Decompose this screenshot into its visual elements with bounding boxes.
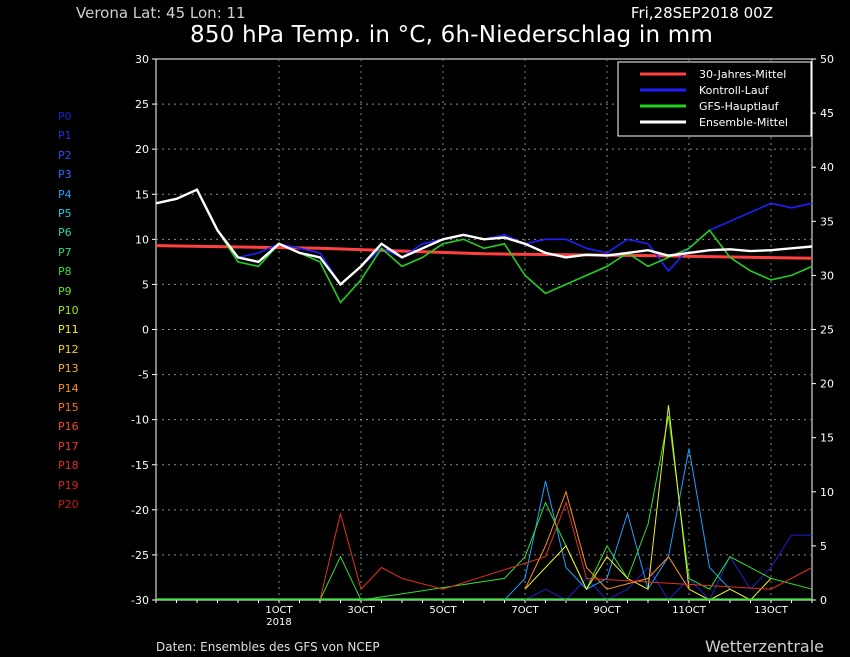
tick-label-temp: -15 (131, 459, 149, 472)
tick-label-temp: -25 (131, 549, 149, 562)
tick-label-temp: -30 (131, 594, 149, 607)
tick-label-temp: 0 (142, 324, 149, 337)
tick-label-precip: 0 (820, 594, 827, 607)
member-label-p3: P3 (58, 168, 72, 182)
member-label-p13: P13 (58, 362, 79, 376)
precip-line-p8 (319, 416, 813, 601)
tick-label-precip: 35 (820, 215, 834, 228)
precip-line-p0 (524, 534, 812, 601)
precip-line-p18 (319, 500, 813, 601)
plot-frame (155, 58, 813, 601)
x-tick-label: 3OCT (347, 605, 375, 616)
precip-line-p14 (524, 490, 690, 590)
data-source-label: Daten: Ensembles des GFS von NCEP (156, 640, 380, 654)
member-label-p17: P17 (58, 439, 79, 453)
member-label-p7: P7 (58, 245, 72, 259)
member-label-p12: P12 (58, 342, 79, 356)
tick-label-temp: 15 (135, 188, 149, 201)
member-label-p0: P0 (58, 110, 72, 123)
member-label-p14: P14 (58, 381, 79, 395)
tick-label-temp: 25 (135, 98, 149, 111)
precip-line-p4 (504, 448, 731, 601)
tick-label-precip: 40 (820, 161, 834, 174)
temp-line-ensemble-mittel (155, 188, 813, 287)
tick-label-temp: 5 (142, 278, 149, 291)
temp-line-30-jahres-mittel (155, 244, 813, 260)
tick-label-precip: 25 (820, 324, 834, 337)
tick-label-temp: 20 (135, 143, 149, 156)
tick-label-precip: 5 (820, 540, 827, 553)
x-tick-label: 9OCT (593, 605, 621, 616)
member-label-p8: P8 (58, 265, 72, 279)
tick-label-precip: 30 (820, 269, 834, 282)
precip-line-p11 (524, 405, 772, 601)
member-label-p15: P15 (58, 401, 79, 414)
x-tick-label: 1OCT (265, 605, 293, 616)
member-label-p10: P10 (58, 304, 79, 317)
tick-label-precip: 20 (820, 378, 834, 391)
legend-label: Kontroll-Lauf (699, 84, 770, 97)
member-label-p19: P19 (58, 478, 79, 492)
member-label-p20: P20 (58, 498, 79, 511)
legend-label: 30-Jahres-Mittel (699, 68, 786, 81)
member-label-p6: P6 (58, 226, 72, 240)
tick-label-temp: -10 (131, 414, 149, 427)
x-tick-label: 11OCT (672, 605, 707, 616)
location-label: Verona Lat: 45 Lon: 11 (76, 4, 246, 22)
tick-label-temp: -5 (138, 369, 149, 382)
tick-label-temp: 10 (135, 233, 149, 246)
tick-label-temp: 30 (135, 53, 149, 66)
tick-label-precip: 15 (820, 432, 834, 445)
legend-label: GFS-Hauptlauf (699, 100, 780, 113)
member-label-p16: P16 (58, 420, 79, 434)
member-label-p9: P9 (58, 284, 72, 298)
member-label-p1: P1 (58, 129, 72, 143)
member-label-p11: P11 (58, 323, 79, 337)
tick-label-precip: 45 (820, 107, 834, 120)
member-label-p4: P4 (58, 187, 72, 201)
tick-label-precip: 50 (820, 53, 834, 66)
brand-label: Wetterzentrale (704, 637, 824, 656)
member-label-p2: P2 (58, 148, 72, 162)
run-time-label: Fri,28SEP2018 00Z (630, 4, 773, 22)
tick-label-temp: -20 (131, 504, 149, 517)
tick-label-precip: 10 (820, 486, 834, 499)
legend-label: Ensemble-Mittel (699, 116, 788, 129)
member-label-p5: P5 (58, 207, 72, 220)
x-tick-label: 7OCT (511, 605, 539, 616)
x-tick-label: 5OCT (429, 605, 457, 616)
x-tick-sublabel: 2018 (266, 617, 291, 628)
temp-line-kontroll-lauf (155, 188, 813, 286)
x-tick-label: 13OCT (754, 605, 789, 616)
temp-line-gfs-hauptlauf (155, 188, 813, 304)
chart-title: 850 hPa Temp. in °C, 6h-Niederschlag in … (190, 22, 713, 48)
member-label-p18: P18 (58, 459, 79, 473)
